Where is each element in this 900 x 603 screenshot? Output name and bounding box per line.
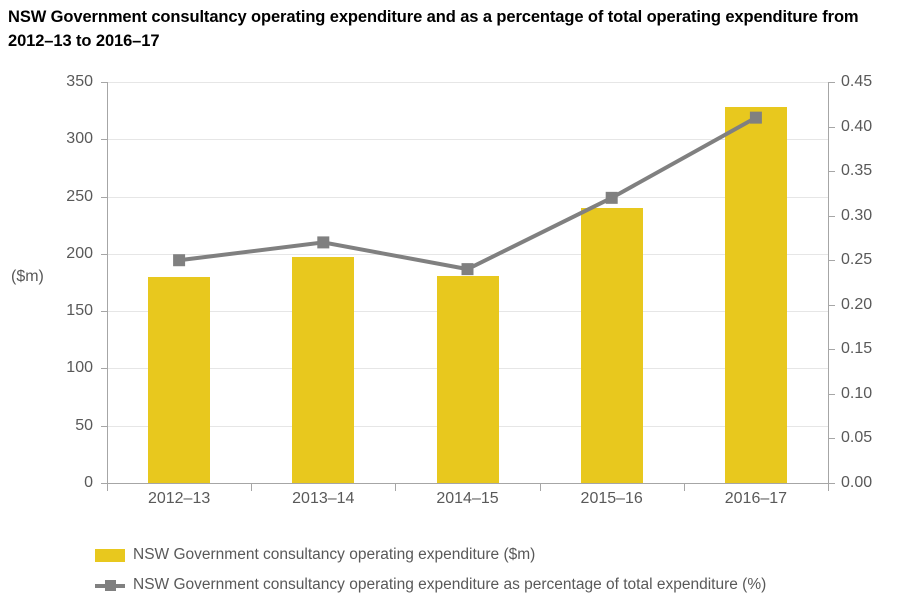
- x-axis-tick: [107, 484, 108, 491]
- chart-legend: NSW Government consultancy operating exp…: [95, 540, 895, 600]
- y-axis-left-tick: [101, 82, 107, 83]
- bar: [724, 107, 787, 483]
- y-axis-left-line: [107, 82, 108, 484]
- y-axis-right-tick-label: 0.15: [841, 340, 873, 358]
- y-axis-left-tick-label: 50: [75, 416, 93, 434]
- y-axis-left-tick: [101, 311, 107, 313]
- y-axis-left-tick-label: 350: [66, 73, 93, 90]
- x-axis-tick: [251, 484, 253, 491]
- y-axis-right-tick: [829, 438, 835, 440]
- x-axis-tick-label: 2014–15: [436, 490, 499, 507]
- y-axis-left-unit-label: ($m): [11, 268, 44, 285]
- y-axis-right-tick-label: 0.45: [841, 73, 873, 90]
- y-axis-right-tick: [829, 483, 835, 484]
- y-axis-right-tick-label: 0.30: [841, 206, 873, 224]
- y-axis-right-tick: [829, 349, 835, 351]
- y-axis-right-tick-label: 0.05: [841, 429, 873, 447]
- bar: [292, 257, 355, 483]
- y-axis-left-labels: 0 50 100 150 200 250 300 350: [0, 0, 93, 603]
- bar: [580, 208, 643, 483]
- y-axis-right-tick-label: 0.20: [841, 295, 873, 313]
- chart-title: NSW Government consultancy operating exp…: [8, 8, 859, 50]
- y-axis-left-tick-label: 300: [66, 130, 93, 148]
- y-axis-right-tick: [829, 126, 835, 128]
- gridline: [107, 139, 828, 141]
- legend-line-marker-swatch-icon: [95, 579, 125, 592]
- x-axis-tick: [683, 484, 685, 491]
- x-axis-line: [107, 483, 829, 484]
- bar: [436, 275, 499, 483]
- y-axis-left-tick: [101, 483, 107, 484]
- x-axis-tick-label: 2013–14: [292, 490, 355, 507]
- y-axis-right-tick: [829, 304, 835, 306]
- y-axis-right-tick-label: 0.35: [841, 162, 873, 180]
- bar: [148, 276, 211, 483]
- y-axis-right-tick-label: 0.25: [841, 251, 873, 269]
- x-axis-tick: [395, 484, 397, 491]
- y-axis-left-tick-label: 0: [84, 474, 93, 491]
- y-axis-right-tick-label: 0.40: [841, 117, 873, 135]
- y-axis-left-tick: [101, 196, 107, 198]
- x-axis-tick: [828, 484, 829, 491]
- x-axis-tick-label: 2016–17: [724, 490, 788, 507]
- y-axis-right-line: [828, 82, 829, 484]
- legend-item-line-series: NSW Government consultancy operating exp…: [95, 570, 895, 600]
- y-axis-left-tick: [101, 368, 107, 370]
- legend-item-label: NSW Government consultancy operating exp…: [133, 546, 536, 563]
- legend-item-bar-series: NSW Government consultancy operating exp…: [95, 540, 895, 570]
- gridline: [107, 196, 828, 198]
- y-axis-right-tick: [829, 171, 835, 173]
- y-axis-left-tick-label: 200: [66, 244, 93, 262]
- y-axis-left-tick: [101, 425, 107, 427]
- legend-bar-swatch-icon: [95, 548, 125, 562]
- y-axis-right-tick: [829, 260, 835, 262]
- y-axis-right-tick-label: 0.00: [841, 474, 873, 491]
- y-axis-left-tick-label: 250: [66, 187, 93, 205]
- y-axis-right-tick-label: 0.10: [841, 384, 873, 402]
- y-axis-right-tick: [829, 215, 835, 217]
- y-axis-left-tick-label: 100: [66, 359, 93, 377]
- y-axis-right-tick: [829, 393, 835, 395]
- y-axis-right-labels: 0.00 0.05 0.10 0.15 0.20 0.25 0.30 0.35 0.40 0.45: [841, 0, 900, 603]
- legend-item-label: NSW Government consultancy operating exp…: [133, 576, 767, 593]
- y-axis-right-tick: [829, 82, 835, 83]
- x-axis-tick: [539, 484, 541, 491]
- gridline: [107, 253, 828, 255]
- y-axis-left-tick: [101, 253, 107, 255]
- x-axis-tick-label: 2012–13: [147, 490, 211, 507]
- y-axis-left-tick: [101, 139, 107, 141]
- y-axis-left-tick-label: 150: [66, 302, 93, 320]
- gridline: [107, 82, 828, 83]
- x-axis-tick-label: 2015–16: [580, 490, 643, 507]
